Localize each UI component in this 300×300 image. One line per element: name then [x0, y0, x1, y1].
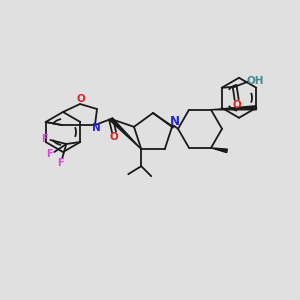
- Polygon shape: [211, 148, 227, 153]
- Text: OH: OH: [247, 76, 265, 86]
- Text: O: O: [110, 132, 118, 142]
- Polygon shape: [171, 125, 174, 128]
- Text: N: N: [92, 123, 100, 133]
- Polygon shape: [110, 118, 141, 149]
- Text: N: N: [170, 115, 180, 128]
- Text: F: F: [57, 158, 64, 168]
- Text: O: O: [76, 94, 85, 104]
- Text: F: F: [41, 134, 48, 144]
- Text: F: F: [46, 149, 52, 159]
- Polygon shape: [211, 106, 256, 110]
- Text: O: O: [232, 100, 241, 110]
